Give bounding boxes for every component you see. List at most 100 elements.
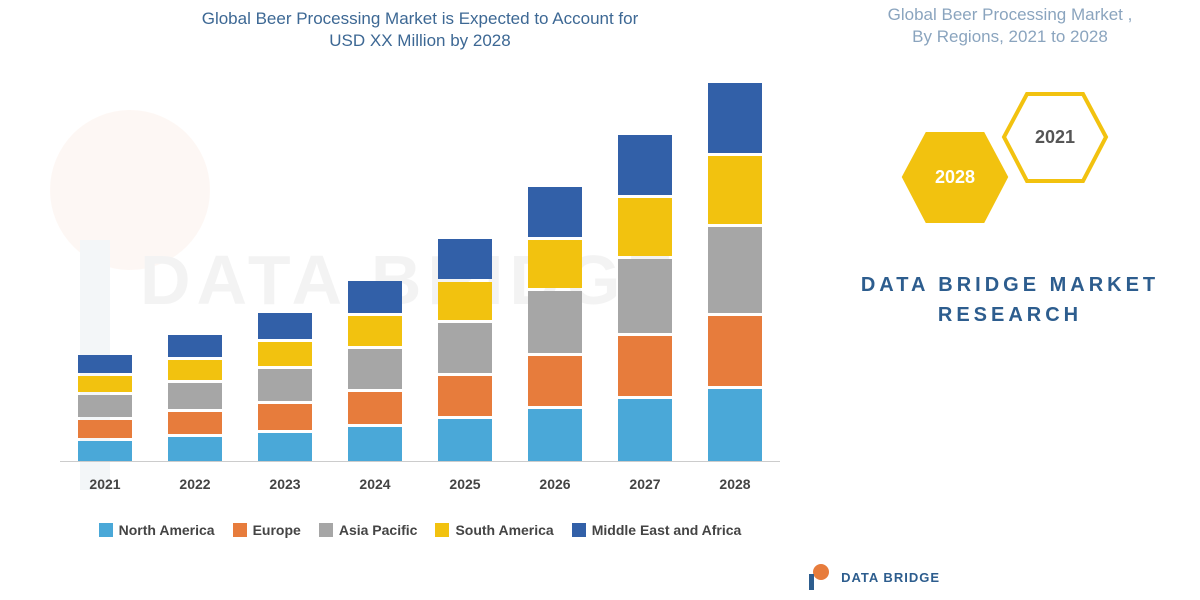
legend-swatch: [435, 523, 449, 537]
bar-segment: [78, 355, 132, 373]
bar-segment: [708, 83, 762, 153]
hexagon-2028: 2028: [900, 130, 1010, 225]
bottom-logo-text: DATA BRIDGE: [841, 570, 940, 585]
bar-stack: [528, 184, 582, 461]
x-axis-label: 2027: [610, 476, 680, 492]
bar-segment: [618, 399, 672, 461]
legend-label: Europe: [253, 522, 301, 538]
bar-stack: [78, 352, 132, 461]
x-axis-labels: 20212022202320242025202620272028: [60, 476, 780, 492]
brand-text: DATA BRIDGE MARKET RESEARCH: [820, 270, 1200, 330]
bar-group: [250, 310, 320, 461]
bar-segment: [168, 437, 222, 461]
chart-title-line-1: Global Beer Processing Market is Expecte…: [202, 9, 639, 28]
bar-group: [340, 278, 410, 461]
bar-stack: [168, 332, 222, 461]
legend-label: South America: [455, 522, 553, 538]
bar-segment: [258, 313, 312, 339]
bar-stack: [348, 278, 402, 461]
legend-item: South America: [435, 522, 553, 538]
bar-segment: [438, 419, 492, 461]
bar-segment: [528, 356, 582, 406]
bar-segment: [708, 316, 762, 386]
side-panel: Global Beer Processing Market , By Regio…: [820, 0, 1200, 600]
x-axis-label: 2026: [520, 476, 590, 492]
bar-segment: [528, 240, 582, 288]
bar-segment: [258, 433, 312, 461]
bar-stack: [708, 80, 762, 461]
chart-title-line-2: USD XX Million by 2028: [329, 31, 510, 50]
bar-segment: [528, 291, 582, 353]
side-title-line-2: By Regions, 2021 to 2028: [912, 27, 1108, 46]
bar-group: [430, 236, 500, 461]
logo-icon: [803, 562, 833, 592]
legend-item: North America: [99, 522, 215, 538]
legend-swatch: [572, 523, 586, 537]
legend-label: Asia Pacific: [339, 522, 418, 538]
legend-item: Middle East and Africa: [572, 522, 742, 538]
bar-segment: [348, 392, 402, 424]
legend-label: North America: [119, 522, 215, 538]
bar-stack: [258, 310, 312, 461]
bar-segment: [618, 135, 672, 195]
bar-segment: [618, 336, 672, 396]
bar-segment: [348, 281, 402, 313]
x-axis-label: 2028: [700, 476, 770, 492]
bar-segment: [528, 409, 582, 461]
bar-segment: [168, 412, 222, 434]
bar-stack: [438, 236, 492, 461]
bar-segment: [78, 395, 132, 417]
x-axis-label: 2024: [340, 476, 410, 492]
infographic-container: DATA BRIDGE Global Beer Processing Marke…: [0, 0, 1200, 600]
x-axis-label: 2021: [70, 476, 140, 492]
bar-segment: [258, 369, 312, 401]
bar-segment: [78, 376, 132, 392]
bar-group: [700, 80, 770, 461]
bar-segment: [168, 335, 222, 357]
legend-swatch: [99, 523, 113, 537]
bar-segment: [168, 360, 222, 380]
brand-line-1: DATA BRIDGE MARKET: [861, 274, 1159, 296]
legend-swatch: [233, 523, 247, 537]
chart-panel: Global Beer Processing Market is Expecte…: [0, 0, 820, 600]
bar-segment: [348, 316, 402, 346]
chart-area: 20212022202320242025202620272028: [60, 72, 780, 492]
chart-legend: North America Europe Asia Pacific South Ame…: [40, 522, 800, 538]
brand-line-2: RESEARCH: [938, 304, 1082, 326]
bars-row: [60, 92, 780, 462]
bar-segment: [168, 383, 222, 409]
bar-segment: [438, 282, 492, 320]
bar-segment: [618, 259, 672, 333]
legend-label: Middle East and Africa: [592, 522, 742, 538]
bar-segment: [258, 404, 312, 430]
bar-segment: [618, 198, 672, 256]
bar-segment: [78, 441, 132, 461]
bar-stack: [618, 132, 672, 461]
bar-segment: [528, 187, 582, 237]
bar-segment: [78, 420, 132, 438]
bar-segment: [708, 389, 762, 461]
legend-item: Europe: [233, 522, 301, 538]
chart-title: Global Beer Processing Market is Expecte…: [40, 8, 800, 52]
legend-item: Asia Pacific: [319, 522, 418, 538]
bar-group: [160, 332, 230, 461]
bottom-logo: DATA BRIDGE: [803, 562, 940, 592]
bar-segment: [438, 239, 492, 279]
bar-segment: [348, 427, 402, 461]
x-axis-label: 2025: [430, 476, 500, 492]
bar-segment: [708, 227, 762, 313]
legend-swatch: [319, 523, 333, 537]
side-title-line-1: Global Beer Processing Market ,: [888, 5, 1133, 24]
bar-segment: [438, 376, 492, 416]
x-axis-label: 2022: [160, 476, 230, 492]
bar-segment: [258, 342, 312, 366]
bar-group: [70, 352, 140, 461]
hexagon-2021-label: 2021: [1035, 127, 1075, 148]
bar-segment: [438, 323, 492, 373]
hexagon-2021: 2021: [1000, 90, 1110, 185]
bar-group: [520, 184, 590, 461]
bar-group: [610, 132, 680, 461]
bar-segment: [708, 156, 762, 224]
hexagon-badges: 2028 2021: [880, 90, 1140, 250]
bar-segment: [348, 349, 402, 389]
